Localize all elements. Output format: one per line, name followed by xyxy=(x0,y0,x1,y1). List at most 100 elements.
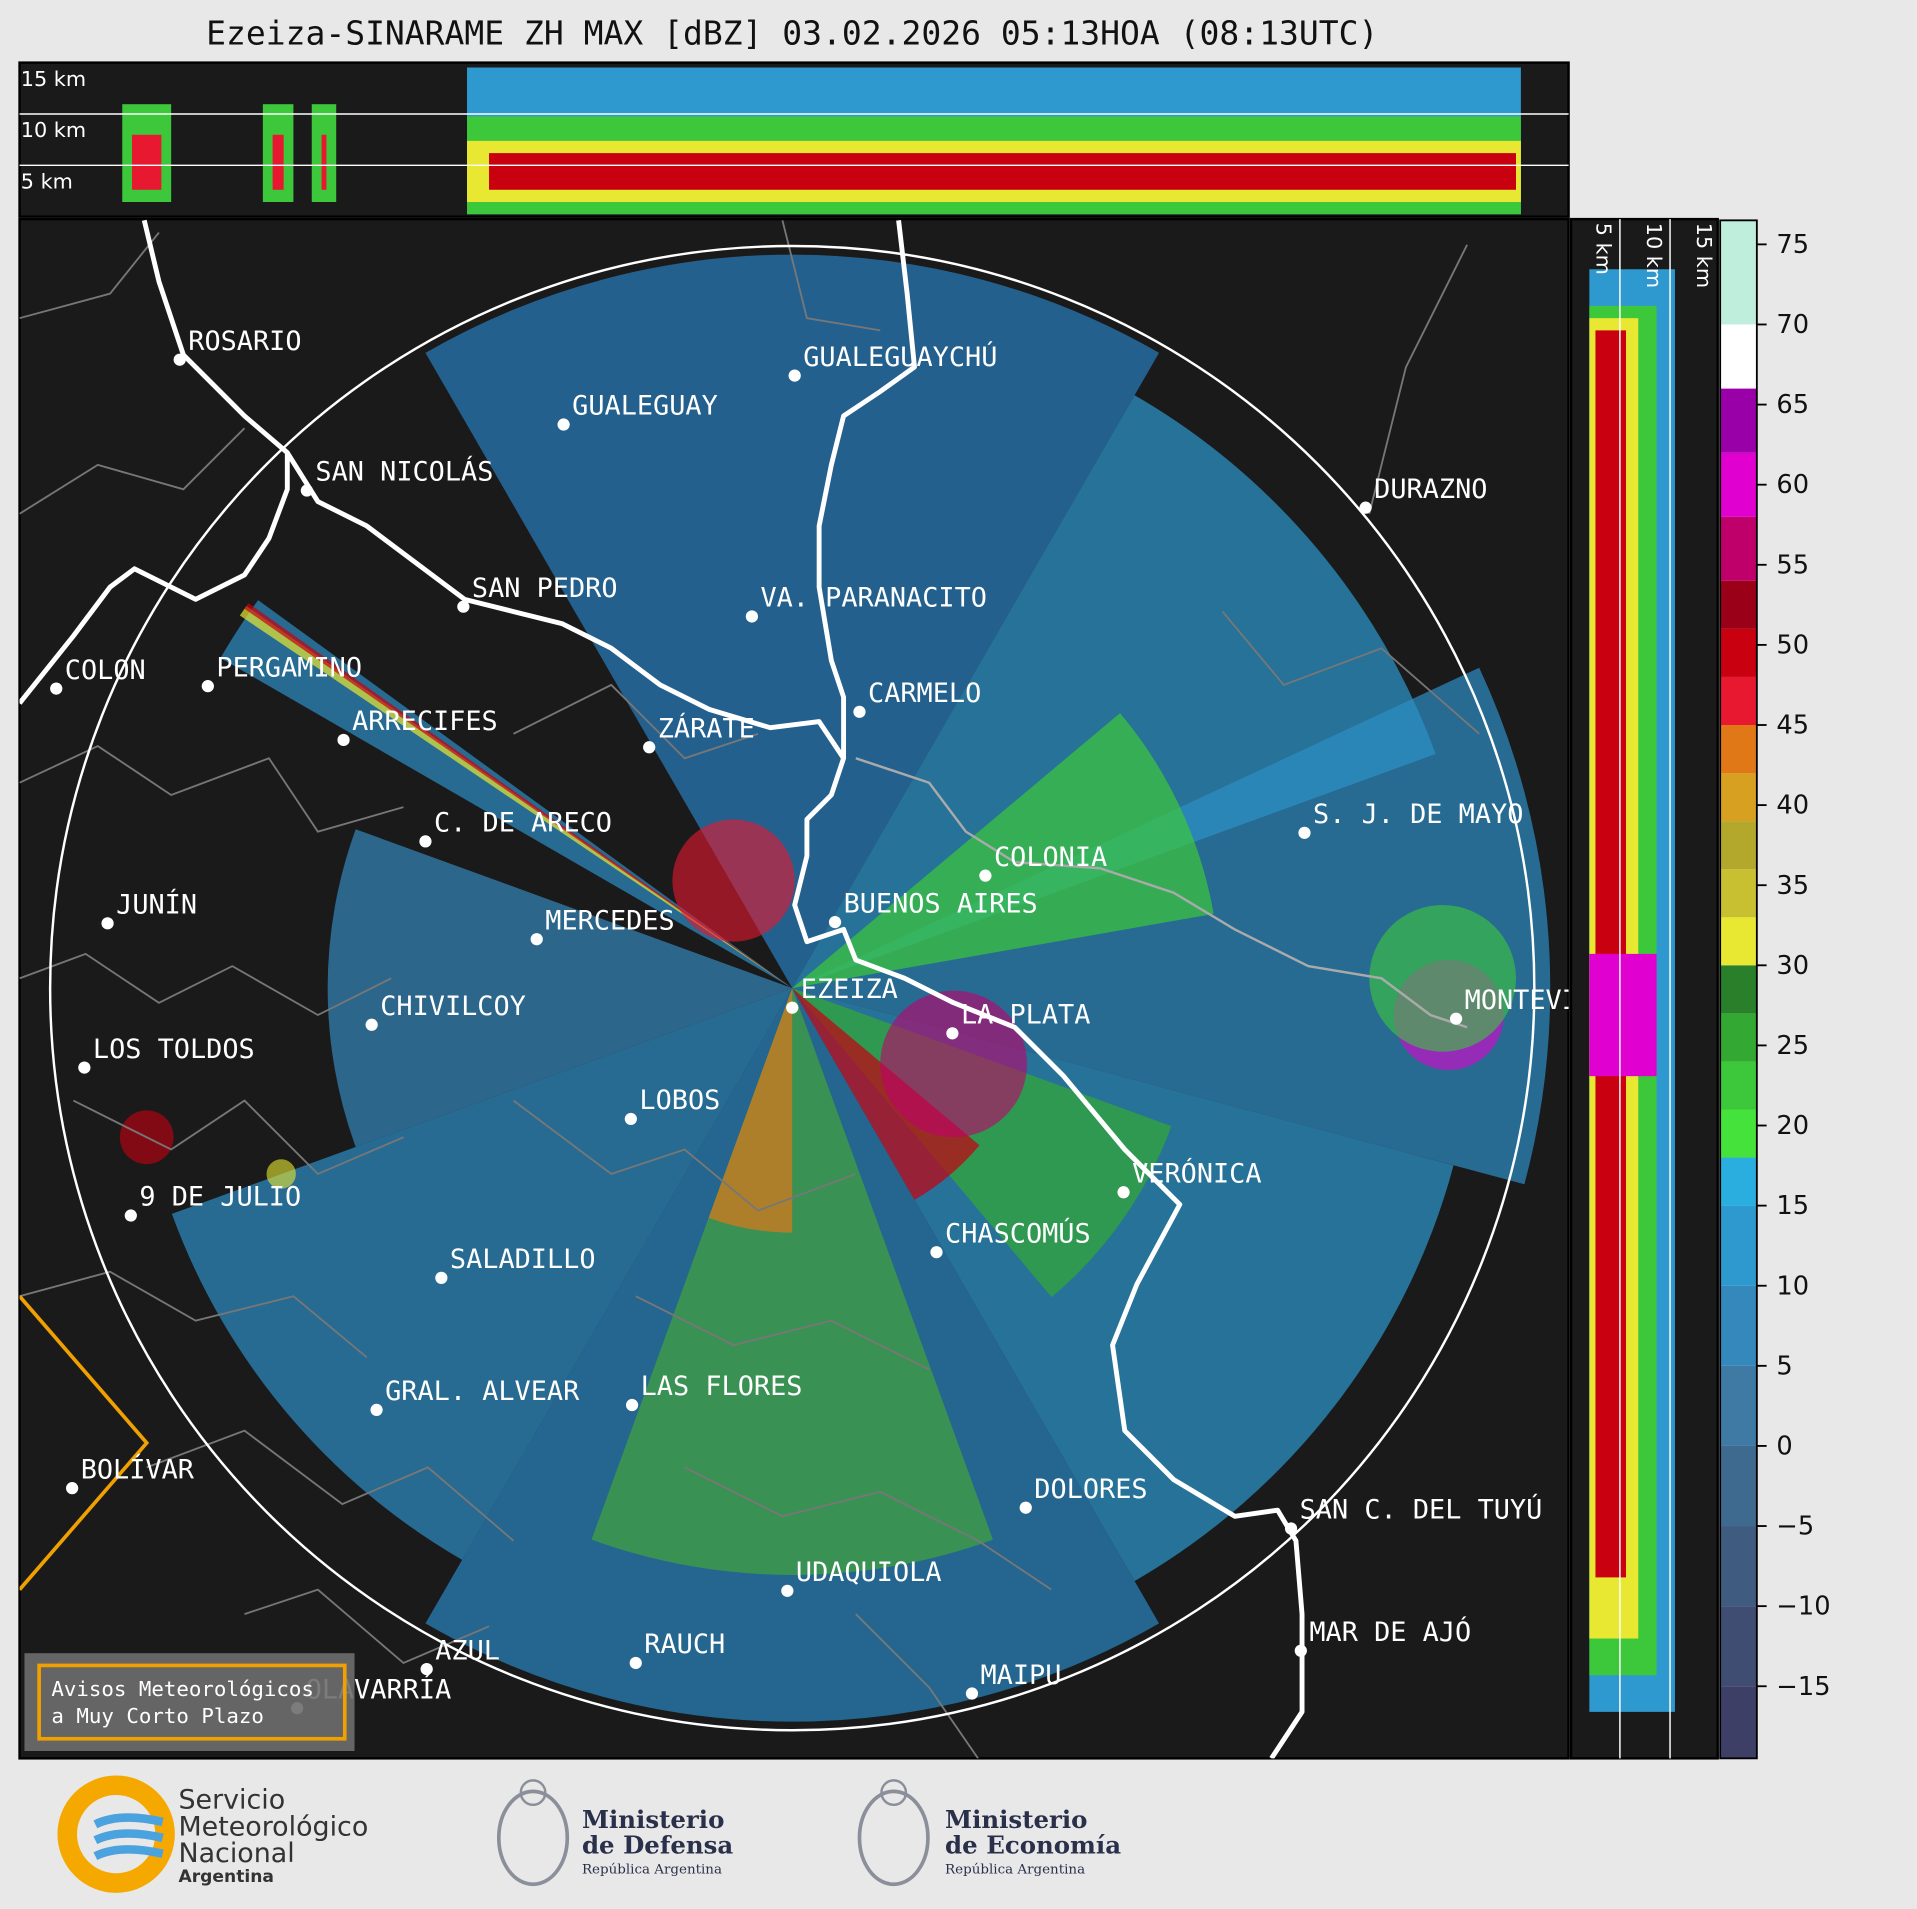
colorbar-tick-label: 40 xyxy=(1776,791,1809,821)
colorbar-bin xyxy=(1720,1285,1757,1366)
echo xyxy=(708,988,793,1233)
city-dot xyxy=(435,1271,448,1284)
city-dot xyxy=(1019,1501,1032,1514)
colorbar-tick-label: −15 xyxy=(1776,1672,1830,1702)
city-dot xyxy=(78,1061,91,1074)
echo xyxy=(239,605,793,989)
echo xyxy=(792,395,1436,989)
crest-sun xyxy=(519,1779,547,1807)
city-dot xyxy=(173,353,186,366)
city-label: SALADILLO xyxy=(450,1244,596,1275)
echo-band xyxy=(489,153,1516,190)
city-dot xyxy=(629,1656,642,1670)
height-label: 10 km xyxy=(1642,223,1666,288)
height-label: 15 km xyxy=(21,67,86,91)
colorbar-bin xyxy=(1720,1606,1757,1687)
echo xyxy=(792,713,1214,989)
city-label: UDAQUIOLA xyxy=(796,1557,942,1588)
city-label: LA PLATA xyxy=(961,1000,1090,1031)
city-dot xyxy=(625,1398,639,1412)
city-dot xyxy=(1298,826,1311,839)
city-dot xyxy=(930,1246,943,1259)
uruguay-coast xyxy=(855,757,1468,1029)
city-label: AZUL xyxy=(435,1635,500,1666)
city-dot xyxy=(420,1662,433,1676)
colorbar-tick-label: 30 xyxy=(1776,951,1809,981)
province-border xyxy=(19,1295,150,1591)
city-label: DOLORES xyxy=(1034,1474,1147,1505)
logo-text: de Economía xyxy=(945,1831,1121,1860)
city-dot xyxy=(624,1112,637,1126)
city-dot xyxy=(788,369,801,382)
city-label: S. J. DE MAYO xyxy=(1313,799,1523,830)
colorbar-bin xyxy=(1720,580,1757,629)
echo-band xyxy=(272,134,284,190)
colorbar-bin xyxy=(1720,220,1757,325)
city-dot xyxy=(201,680,214,693)
city-label: GUALEGUAY xyxy=(572,391,718,422)
echo xyxy=(327,829,793,1148)
echo-band xyxy=(321,134,327,190)
city-label: LOBOS xyxy=(639,1085,720,1116)
city-label: LAS FLORES xyxy=(641,1371,803,1402)
city-label: LOS TOLDOS xyxy=(93,1034,255,1065)
colorbar-bin xyxy=(1720,724,1757,774)
city-label: COLONIA xyxy=(994,842,1107,873)
echo xyxy=(591,988,993,1575)
city-label: GRAL. ALVEAR xyxy=(385,1376,580,1407)
warning-box[interactable] xyxy=(37,1663,347,1741)
colorbar-bin xyxy=(1720,676,1757,725)
colorbar-bin xyxy=(1720,1061,1757,1110)
city-label: SAN PEDRO xyxy=(472,573,618,604)
smn-waves xyxy=(93,1813,164,1861)
city-label: C. DE ARECO xyxy=(434,808,612,839)
colorbar-tick-label: 5 xyxy=(1776,1351,1792,1381)
warning-box-bg xyxy=(24,1653,355,1752)
radar-echoes xyxy=(119,254,1551,1722)
echo xyxy=(244,603,793,989)
echo xyxy=(792,667,1551,1185)
logo-text: República Argentina xyxy=(945,1862,1085,1877)
colorbar-bin xyxy=(1720,1157,1757,1206)
echo-band xyxy=(1589,953,1657,1077)
colorbar-tick-label: 65 xyxy=(1776,390,1809,420)
colorbar-tick-label: 45 xyxy=(1776,711,1809,741)
colorbar-bin xyxy=(1720,1365,1757,1446)
echo-cell xyxy=(266,1159,296,1189)
city-dot xyxy=(50,682,63,695)
city-dot xyxy=(337,733,350,747)
city-dot xyxy=(946,1027,959,1040)
city-dot xyxy=(1117,1186,1130,1199)
city-label: EZEIZA xyxy=(801,974,898,1005)
city-label: DURAZNO xyxy=(1374,474,1487,505)
city-label: BUENOS AIRES xyxy=(844,888,1038,919)
colorbar-bin xyxy=(1720,869,1757,918)
city-label: MONTEVIDEO xyxy=(1465,985,1627,1016)
colorbar-tick-label: 15 xyxy=(1776,1191,1809,1221)
city-dot xyxy=(457,600,470,613)
logo-text: Servicio xyxy=(178,1784,285,1815)
city-label: BOLÍVAR xyxy=(81,1453,195,1485)
city-dot xyxy=(66,1482,79,1495)
height-label: 10 km xyxy=(21,118,86,142)
city-dot xyxy=(124,1209,137,1222)
city-dot xyxy=(419,835,432,848)
logo-text: de Defensa xyxy=(582,1831,733,1860)
city-dot xyxy=(786,1001,799,1014)
city-dot xyxy=(1359,501,1372,514)
colorbar-bin xyxy=(1720,452,1757,517)
colorbar-bin xyxy=(1720,1445,1757,1527)
city-dot xyxy=(643,741,656,754)
echo xyxy=(792,988,980,1200)
city-label: CARMELO xyxy=(868,678,981,709)
smn-logo: Servicio Meteorológico Nacional Argentin… xyxy=(57,1775,368,1893)
logo-text: Meteorológico xyxy=(178,1811,368,1842)
city-dot xyxy=(530,933,543,946)
city-dot xyxy=(745,610,758,623)
city-label: ARRECIFES xyxy=(352,706,498,737)
city-dot xyxy=(828,915,842,929)
city-label: MERCEDES xyxy=(545,905,674,936)
logo-text: Nacional xyxy=(178,1838,294,1869)
